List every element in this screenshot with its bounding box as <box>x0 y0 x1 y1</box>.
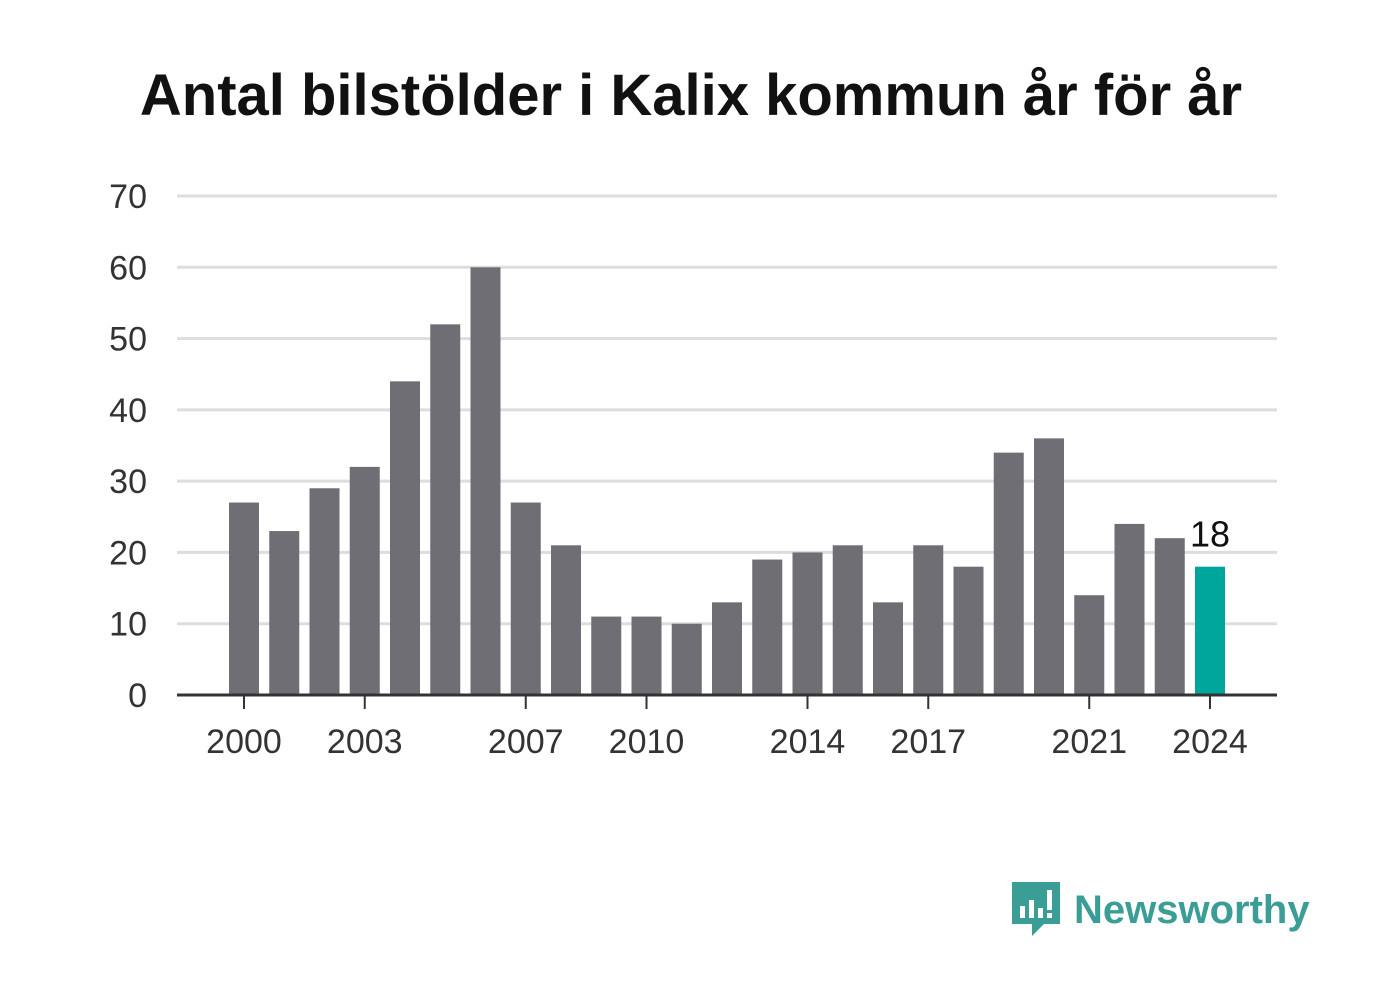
chart-title: Antal bilstölder i Kalix kommun år för å… <box>139 63 1243 128</box>
bar-2022 <box>1114 523 1145 695</box>
bar-2021 <box>1074 595 1105 695</box>
x-tick-label: 2007 <box>488 723 564 761</box>
bar-2006 <box>470 267 501 695</box>
y-tick-label: 50 <box>109 321 147 359</box>
bar-2011 <box>671 623 702 695</box>
bar-2015 <box>832 545 863 695</box>
bar-2024 <box>1195 566 1225 695</box>
y-tick-label: 40 <box>109 392 147 430</box>
newsworthy-logo-icon <box>1012 882 1060 936</box>
bar-2012 <box>712 602 742 695</box>
brand-logo: Newsworthy <box>1010 878 1310 942</box>
bar-2019 <box>993 452 1024 695</box>
y-tick-label: 20 <box>109 534 147 572</box>
bar-2007 <box>510 502 541 695</box>
bar-2020 <box>1034 438 1064 695</box>
bar-2003 <box>349 466 380 695</box>
bar-2004 <box>390 381 420 695</box>
x-tick-label: 2003 <box>327 723 403 761</box>
bar-2023 <box>1154 538 1185 695</box>
y-tick-label: 10 <box>109 606 147 644</box>
bar-2014 <box>792 552 823 695</box>
bar-2016 <box>873 602 903 695</box>
bar-2001 <box>269 531 300 695</box>
y-tick-label: 60 <box>109 249 147 287</box>
bar-2009 <box>591 616 622 695</box>
bar-2017 <box>913 545 944 695</box>
bar-2000 <box>229 502 259 695</box>
x-tick-label: 2000 <box>206 723 282 761</box>
x-tick-label: 2010 <box>609 723 685 761</box>
x-tick-label: 2014 <box>770 723 846 761</box>
y-tick-label: 0 <box>128 677 147 715</box>
x-tick-label: 2021 <box>1051 723 1127 761</box>
y-tick-label: 70 <box>109 178 147 216</box>
data-label-highlight: 18 <box>1190 514 1230 555</box>
brand-name: Newsworthy <box>1074 888 1310 932</box>
bar-2005 <box>430 324 461 695</box>
y-tick-label: 30 <box>109 463 147 501</box>
bar-2010 <box>631 616 662 695</box>
bar-2013 <box>752 559 783 695</box>
bar-2002 <box>309 488 340 695</box>
x-tick-label: 2017 <box>890 723 966 761</box>
bar-2008 <box>551 545 581 695</box>
bar-2018 <box>953 566 984 695</box>
x-tick-label: 2024 <box>1172 723 1248 761</box>
